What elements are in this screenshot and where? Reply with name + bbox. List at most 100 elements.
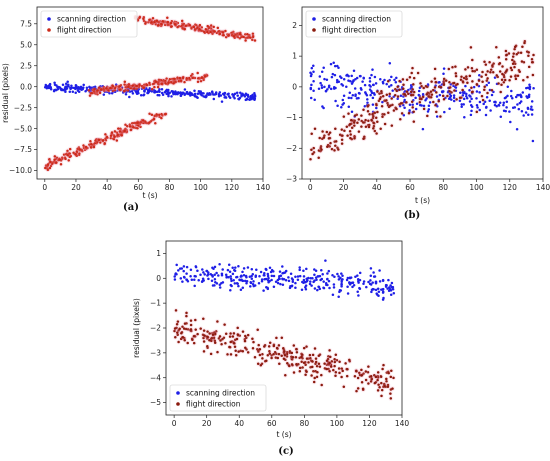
data-point xyxy=(181,27,184,30)
data-point xyxy=(92,145,96,149)
data-point xyxy=(388,62,392,65)
data-point xyxy=(322,136,326,139)
data-point xyxy=(194,265,198,269)
data-point xyxy=(139,120,143,124)
data-point xyxy=(426,110,430,113)
data-point xyxy=(210,339,213,343)
data-point xyxy=(127,83,131,87)
data-point xyxy=(450,98,453,101)
data-point xyxy=(383,122,387,126)
x-tick-label: 140 xyxy=(395,419,410,428)
data-point xyxy=(438,93,442,97)
data-point xyxy=(509,120,512,124)
data-point xyxy=(283,350,286,353)
data-point xyxy=(172,77,176,80)
data-point xyxy=(434,104,437,107)
data-point xyxy=(371,116,375,120)
data-point xyxy=(420,84,423,88)
data-point xyxy=(368,76,372,80)
data-point xyxy=(338,133,342,137)
legend-label: flight direction xyxy=(57,26,112,35)
data-point xyxy=(364,91,367,94)
data-point xyxy=(212,25,215,29)
data-point xyxy=(337,80,341,84)
data-point xyxy=(444,79,448,82)
data-point xyxy=(530,61,534,64)
data-point xyxy=(49,88,53,91)
x-tick-label: 60 xyxy=(405,183,415,192)
data-point xyxy=(135,87,138,90)
data-point xyxy=(199,79,203,83)
data-point xyxy=(191,338,194,341)
data-point xyxy=(233,345,237,349)
data-point xyxy=(53,155,57,158)
data-point xyxy=(532,86,535,90)
data-point xyxy=(46,168,50,171)
data-point xyxy=(427,108,431,111)
data-point xyxy=(407,112,411,115)
data-point xyxy=(233,282,237,285)
data-point xyxy=(237,284,240,288)
data-point xyxy=(342,101,346,105)
data-point xyxy=(317,156,320,159)
data-point xyxy=(218,335,222,338)
data-point xyxy=(389,293,393,296)
data-point xyxy=(390,97,393,100)
data-point xyxy=(154,22,158,26)
data-point xyxy=(396,95,400,98)
data-point xyxy=(348,91,352,95)
data-point xyxy=(369,283,373,286)
data-point xyxy=(352,79,355,82)
data-point xyxy=(269,270,273,274)
data-point xyxy=(176,333,179,336)
data-point xyxy=(489,109,492,112)
data-point xyxy=(270,268,274,272)
data-point xyxy=(294,356,298,359)
data-point xyxy=(181,325,184,329)
data-point xyxy=(249,94,253,98)
data-point xyxy=(236,282,239,286)
data-point xyxy=(153,20,156,24)
data-point xyxy=(190,278,194,282)
data-point xyxy=(313,127,317,131)
y-tick-label: −1 xyxy=(286,113,297,122)
data-point xyxy=(176,76,179,79)
data-point xyxy=(221,338,224,341)
data-point xyxy=(112,137,116,141)
data-point xyxy=(157,23,160,27)
data-point xyxy=(356,290,359,294)
data-point xyxy=(316,370,319,374)
data-point xyxy=(142,119,145,122)
data-point xyxy=(165,77,168,80)
data-point xyxy=(302,275,306,278)
data-point xyxy=(448,107,451,110)
data-point xyxy=(427,104,431,107)
data-point xyxy=(181,76,185,80)
data-point xyxy=(140,84,144,88)
data-point xyxy=(486,70,489,73)
data-point xyxy=(186,341,189,345)
data-point xyxy=(54,88,58,92)
data-point xyxy=(448,81,451,84)
data-point xyxy=(68,155,71,159)
data-point xyxy=(230,31,233,35)
data-point xyxy=(422,86,425,90)
data-point xyxy=(505,100,509,103)
data-point xyxy=(131,92,135,95)
data-point xyxy=(166,20,170,24)
data-point xyxy=(209,27,213,30)
data-point xyxy=(495,46,498,49)
data-point xyxy=(348,358,351,362)
data-point xyxy=(189,274,192,278)
data-point xyxy=(185,314,188,318)
data-point xyxy=(318,136,321,140)
data-point xyxy=(418,100,422,104)
data-point xyxy=(460,103,463,106)
data-point xyxy=(523,41,526,45)
data-point xyxy=(259,270,263,274)
data-point xyxy=(318,287,322,291)
data-point xyxy=(229,277,233,280)
x-tick-label: 40 xyxy=(372,183,382,192)
data-point xyxy=(177,269,180,272)
legend-marker xyxy=(176,391,180,395)
